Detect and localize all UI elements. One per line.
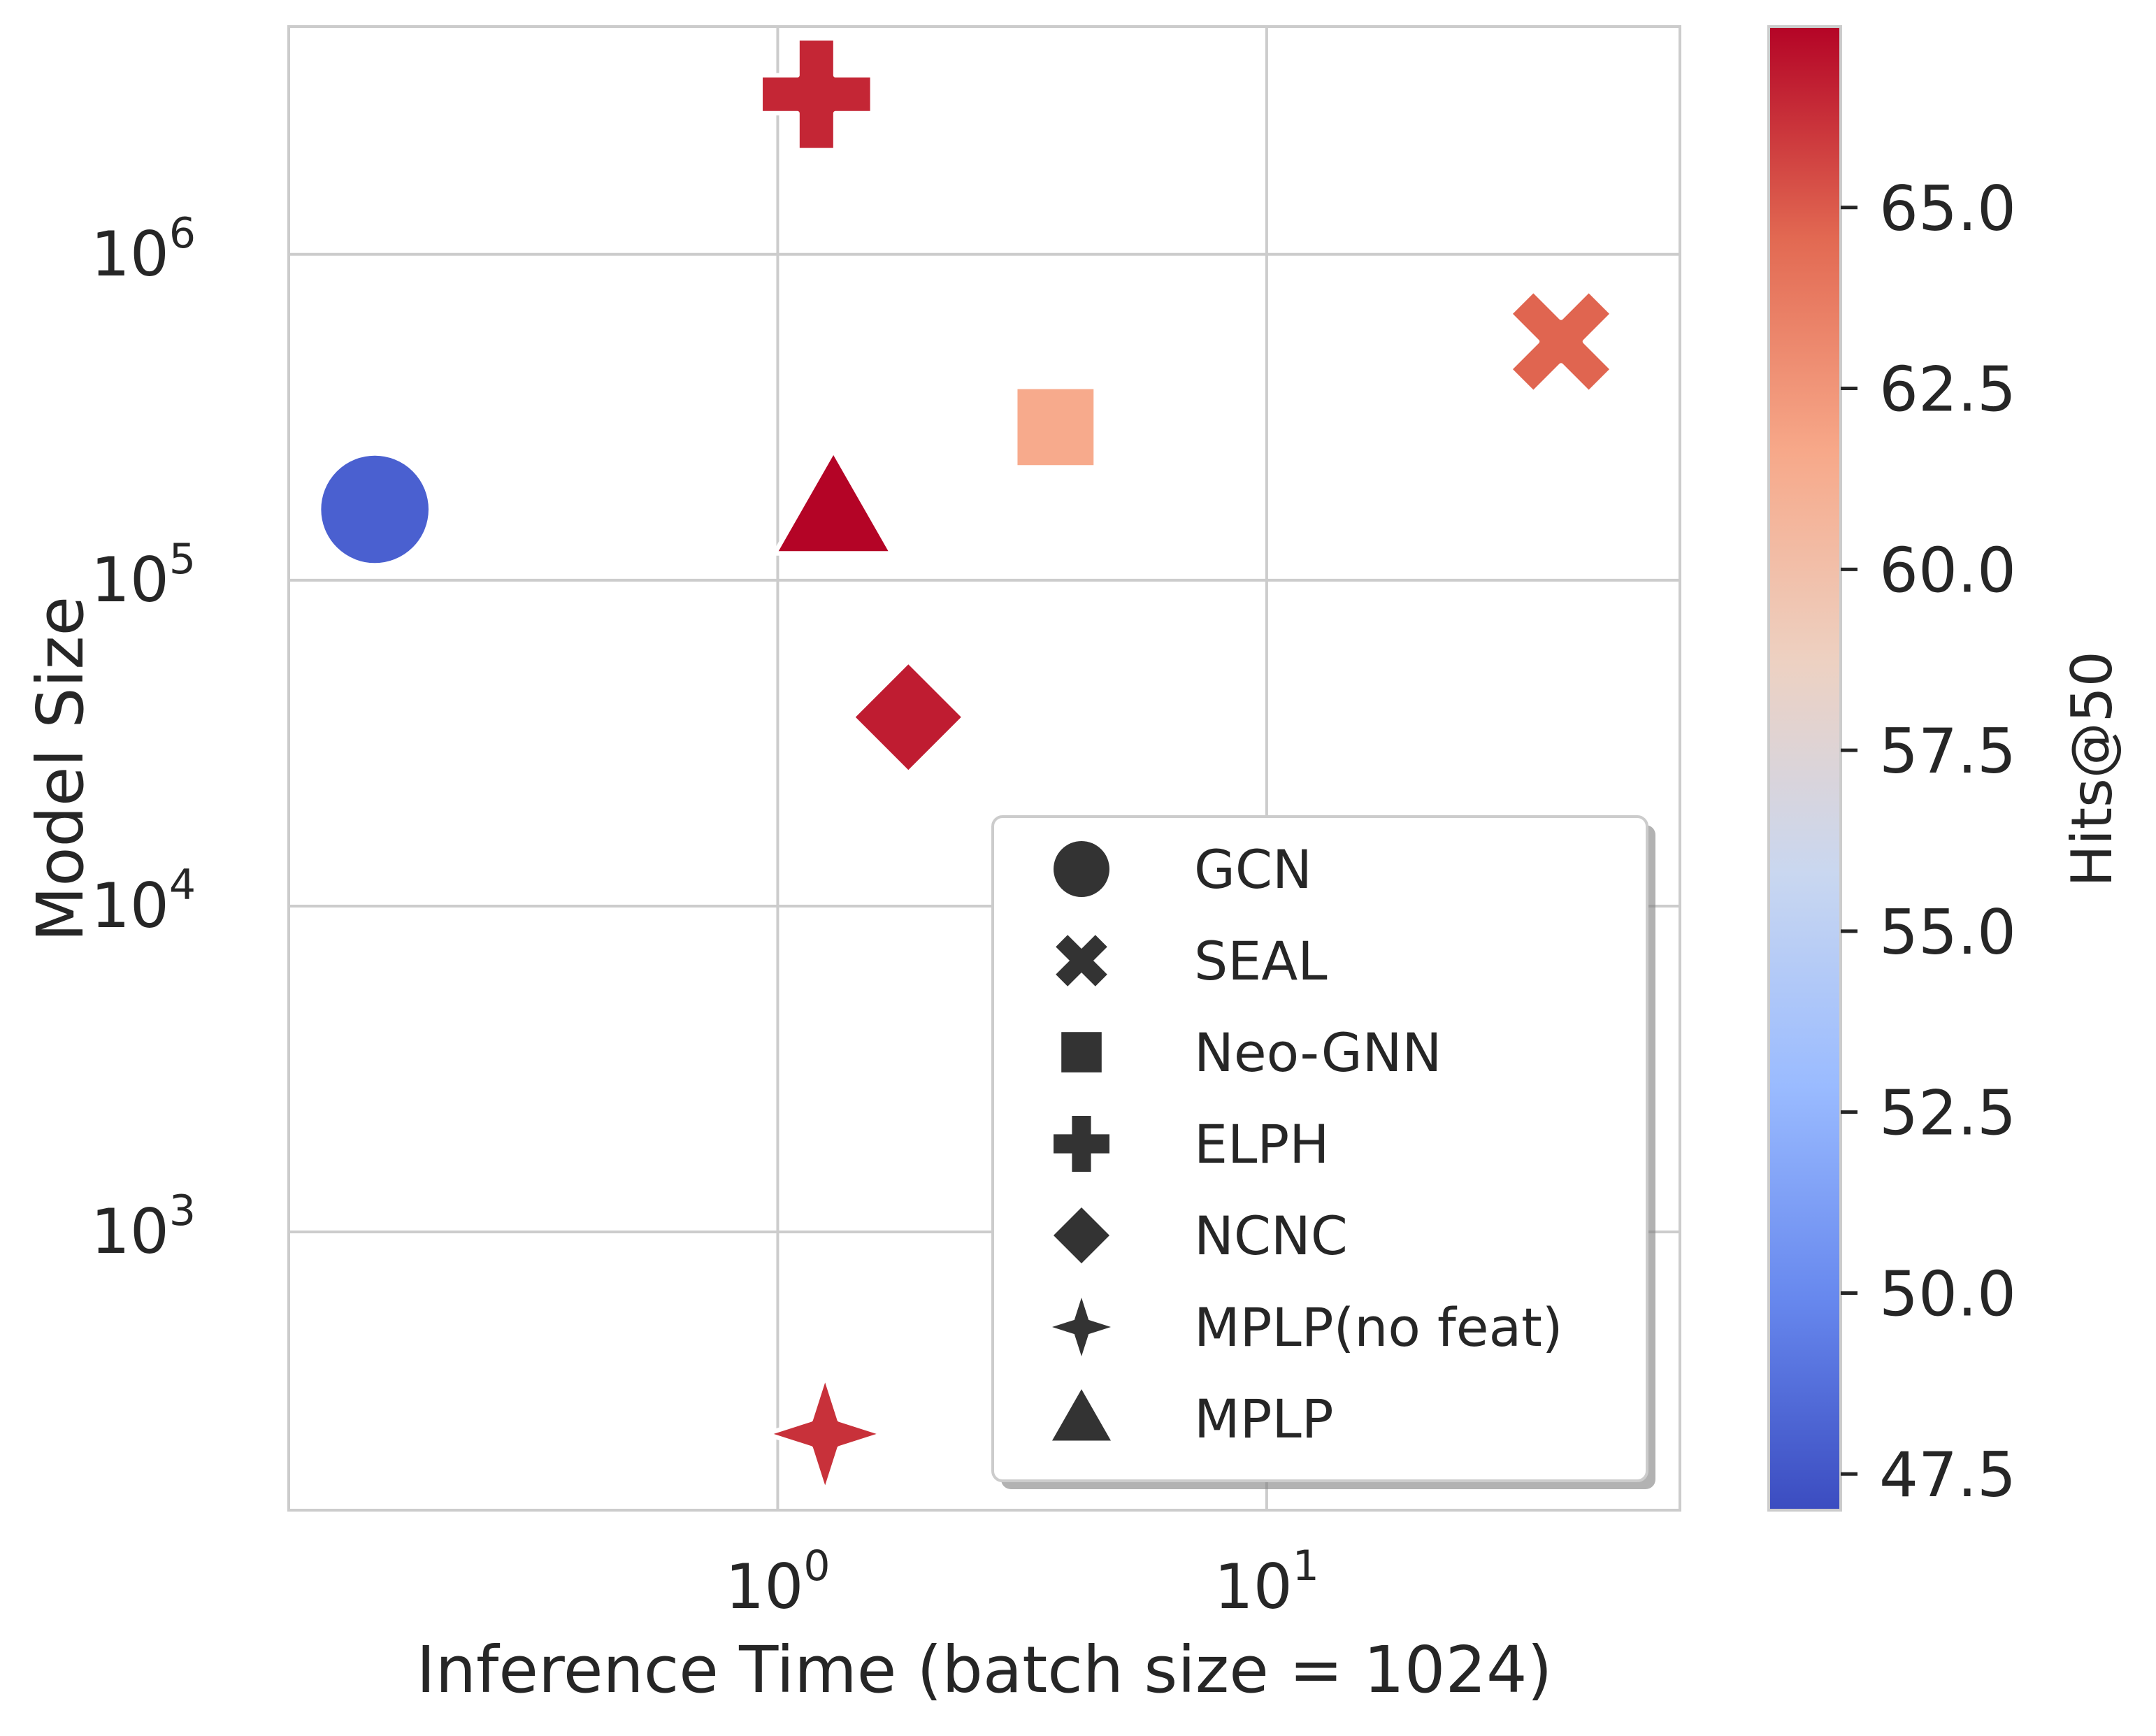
x-tick-label: 101 — [1214, 1542, 1319, 1623]
y-tick-base: 10 — [91, 1196, 169, 1268]
colorbar-tick-label: 55.0 — [1879, 896, 2016, 968]
y-axis-label: Model Size — [23, 596, 98, 942]
point-gcn — [316, 451, 433, 568]
legend-box — [991, 815, 1648, 1482]
legend-marker-neo-gnn — [1061, 1032, 1102, 1073]
legend-label: SEAL — [1194, 930, 1328, 992]
legend-marker-gcn — [1054, 841, 1109, 897]
legend-label: NCNC — [1194, 1205, 1348, 1267]
legend-marker-mplp-no-feat- — [1052, 1298, 1111, 1356]
y-tick-label: 105 — [91, 535, 196, 616]
y-tick-base: 10 — [91, 544, 169, 616]
point-neo-gnn — [1013, 385, 1098, 470]
y-tick-label: 103 — [91, 1186, 196, 1268]
colorbar-tick-label: 47.5 — [1879, 1439, 2016, 1511]
point-ncnc — [850, 659, 967, 775]
x-tick-base: 10 — [725, 1551, 803, 1623]
legend-label: ELPH — [1194, 1113, 1329, 1175]
point-elph — [758, 36, 875, 152]
x-tick-labels: 100 101 — [725, 1542, 1319, 1623]
grid — [289, 27, 1680, 1510]
colorbar-tick-label: 65.0 — [1879, 173, 2016, 245]
point-seal — [1507, 287, 1615, 396]
y-tick-base: 10 — [91, 218, 169, 290]
plot-frame — [287, 25, 1681, 1512]
legend-marker-seal — [1056, 935, 1107, 987]
y-tick-label: 106 — [91, 209, 196, 290]
point-mplp — [772, 448, 895, 556]
legend-marker-ncnc — [1054, 1207, 1109, 1263]
x-tick-label: 100 — [725, 1542, 830, 1623]
legend-label: GCN — [1194, 838, 1312, 901]
y-tick-exponent: 5 — [169, 535, 196, 584]
legend-marker-mplp — [1052, 1389, 1111, 1441]
y-tick-exponent: 4 — [169, 861, 196, 910]
x-tick-base: 10 — [1214, 1551, 1293, 1623]
legend-label: MPLP(no feat) — [1194, 1296, 1563, 1358]
x-axis-label: Inference Time (batch size = 1024) — [417, 1633, 1553, 1707]
legend-label: Neo-GNN — [1194, 1021, 1442, 1084]
data-points — [316, 36, 1615, 1495]
colorbar-label: Hits@50 — [2060, 651, 2125, 887]
colorbar — [1767, 25, 1842, 1512]
x-tick-exponent: 1 — [1293, 1542, 1319, 1591]
legend-label: MPLP — [1194, 1388, 1334, 1450]
y-tick-base: 10 — [91, 870, 169, 942]
y-tick-exponent: 6 — [169, 209, 196, 258]
legend: GCN SEAL Neo-GNN ELPH NCNC MPLP(no feat) MPLP — [991, 815, 1655, 1489]
x-tick-exponent: 0 — [803, 1542, 830, 1591]
colorbar-tick-label: 62.5 — [1879, 354, 2016, 426]
colorbar-tick-label: 50.0 — [1879, 1258, 2016, 1330]
colorbar-tick-label: 52.5 — [1879, 1077, 2016, 1149]
colorbar-ticks: 47.5 50.0 52.5 55.0 57.5 60.0 62.5 65.0 — [1841, 173, 2016, 1511]
y-tick-label: 104 — [91, 861, 196, 942]
point-mplp-no-feat- — [764, 1372, 886, 1495]
colorbar-tick-label: 60.0 — [1879, 534, 2016, 606]
y-tick-exponent: 3 — [169, 1186, 196, 1235]
colorbar-tick-label: 57.5 — [1879, 715, 2016, 787]
legend-marker-elph — [1054, 1116, 1109, 1172]
